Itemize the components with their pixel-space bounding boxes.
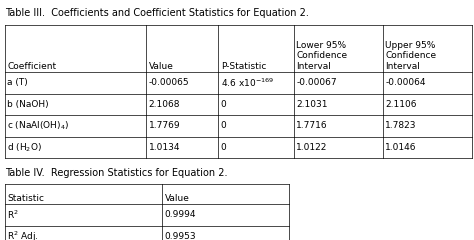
Text: 0: 0: [221, 143, 227, 152]
Text: P-Statistic: P-Statistic: [221, 62, 266, 71]
Text: R$^2$ Adj.: R$^2$ Adj.: [7, 229, 39, 240]
Text: 1.7769: 1.7769: [148, 121, 180, 131]
Text: a (T): a (T): [7, 78, 28, 87]
Text: 2.1031: 2.1031: [296, 100, 328, 109]
Text: 0.9994: 0.9994: [164, 210, 196, 219]
Text: 1.7823: 1.7823: [385, 121, 417, 131]
Text: -0.00064: -0.00064: [385, 78, 426, 87]
Text: Coefficient: Coefficient: [7, 62, 56, 71]
Text: Upper 95%
Confidence
Interval: Upper 95% Confidence Interval: [385, 41, 437, 71]
Text: 1.7716: 1.7716: [296, 121, 328, 131]
Text: 1.0122: 1.0122: [296, 143, 328, 152]
Text: d (H$_2$O): d (H$_2$O): [7, 141, 42, 154]
Text: 4.6 x10$^{-169}$: 4.6 x10$^{-169}$: [221, 77, 274, 89]
Text: 0: 0: [221, 100, 227, 109]
Text: c (NaAl(OH)$_4$): c (NaAl(OH)$_4$): [7, 120, 69, 132]
Text: 1.0134: 1.0134: [148, 143, 180, 152]
Text: b (NaOH): b (NaOH): [7, 100, 49, 109]
Text: Table IV.  Regression Statistics for Equation 2.: Table IV. Regression Statistics for Equa…: [5, 168, 227, 178]
Text: Table III.  Coefficients and Coefficient Statistics for Equation 2.: Table III. Coefficients and Coefficient …: [5, 8, 309, 18]
Text: 0.9953: 0.9953: [164, 232, 196, 240]
Text: 0: 0: [221, 121, 227, 131]
Text: 2.1068: 2.1068: [148, 100, 180, 109]
Text: -0.00067: -0.00067: [296, 78, 337, 87]
Text: 1.0146: 1.0146: [385, 143, 417, 152]
Text: 2.1106: 2.1106: [385, 100, 417, 109]
Text: Statistic: Statistic: [7, 194, 44, 203]
Text: R$^2$: R$^2$: [7, 209, 19, 221]
Text: -0.00065: -0.00065: [148, 78, 189, 87]
Text: Value: Value: [148, 62, 173, 71]
Text: Value: Value: [164, 194, 189, 203]
Text: Lower 95%
Confidence
Interval: Lower 95% Confidence Interval: [296, 41, 347, 71]
